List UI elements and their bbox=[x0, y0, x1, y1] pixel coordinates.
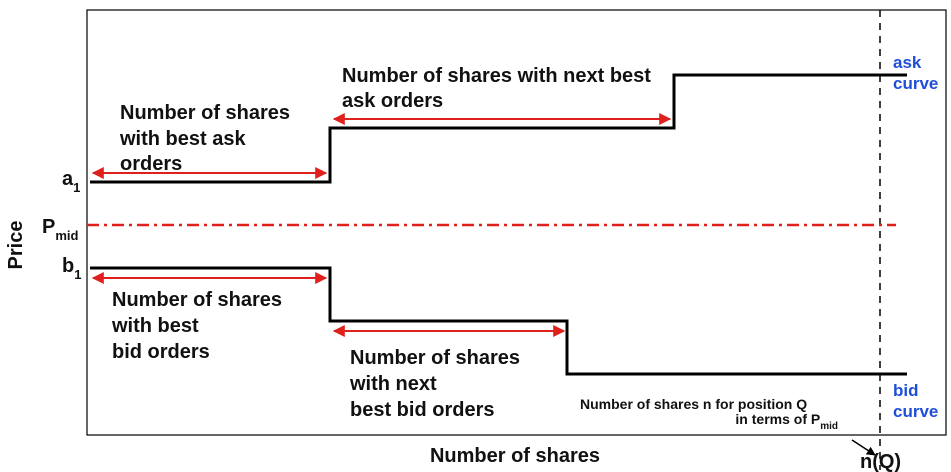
annotation-line: Number of shares with next best bbox=[342, 65, 651, 87]
curve-label: curve bbox=[893, 402, 938, 421]
curve-label: ask bbox=[893, 53, 922, 72]
y-axis-label: Price bbox=[5, 221, 27, 270]
frame bbox=[86, 9, 947, 436]
curve-label: bid bbox=[893, 381, 919, 400]
annotation-line: with next bbox=[349, 373, 437, 395]
level-label: a1 bbox=[62, 168, 80, 195]
curve-label: curve bbox=[893, 74, 938, 93]
level-label: Pmid bbox=[42, 216, 79, 243]
annotation-line: Number of shares bbox=[120, 102, 290, 124]
annotation-line: with best bbox=[111, 315, 199, 337]
ask-curve bbox=[90, 73, 907, 184]
annotation-line: with best ask bbox=[119, 128, 246, 150]
level-label: b1 bbox=[62, 255, 81, 282]
annotation-line: best bid orders bbox=[350, 399, 494, 421]
annotation-line: ask orders bbox=[342, 90, 443, 112]
annotation-line: bid orders bbox=[112, 341, 210, 363]
bid-curve bbox=[90, 266, 907, 376]
n-q-label: n(Q) bbox=[860, 451, 901, 472]
annotation-line: orders bbox=[120, 153, 182, 175]
note-line: Number of shares n for position Q bbox=[580, 396, 807, 412]
annotation-line: Number of shares bbox=[112, 289, 282, 311]
note-line: in terms of Pmid bbox=[735, 411, 838, 432]
annotation-line: Number of shares bbox=[350, 347, 520, 369]
pointer-arrow bbox=[851, 439, 876, 456]
annotation: Number of shares with best ask orders Nu… bbox=[111, 65, 651, 421]
x-axis-label: Number of shares bbox=[430, 445, 600, 467]
